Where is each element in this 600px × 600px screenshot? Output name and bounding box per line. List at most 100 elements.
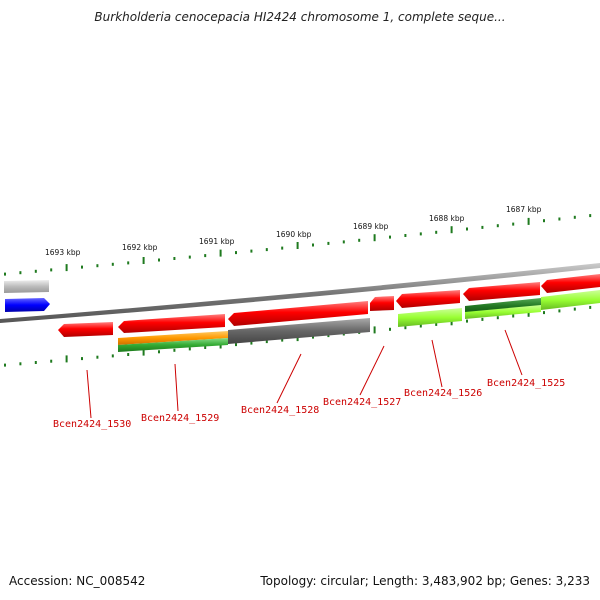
label-leader-lines: [86, 329, 523, 419]
inner-minor-tick: [419, 324, 422, 328]
outer-major-tick: [219, 249, 222, 257]
outer-major-tick: [142, 257, 145, 264]
scale-ticks-outer: [4, 214, 592, 276]
inner-minor-tick: [188, 347, 191, 351]
outer-minor-tick: [312, 243, 314, 247]
inner-minor-tick: [558, 309, 561, 313]
gene-label-bcen2424-1526[interactable]: Bcen2424_1526: [404, 388, 482, 399]
outer-minor-tick: [496, 224, 499, 228]
inner-minor-tick: [543, 311, 545, 315]
inner-minor-tick: [111, 354, 114, 358]
inner-major-tick: [373, 326, 376, 334]
inner-minor-tick: [158, 350, 160, 354]
feature-dark-green[interactable]: [465, 298, 541, 314]
outer-minor-tick: [466, 227, 468, 231]
gene-labels: Bcen2424_1530 Bcen2424_1529 Bcen2424_152…: [53, 378, 565, 430]
inner-minor-tick: [127, 353, 130, 356]
outer-minor-tick: [4, 272, 6, 276]
inner-minor-tick: [496, 316, 499, 320]
accession-text: Accession: NC_008542: [9, 574, 146, 588]
outer-minor-tick: [265, 248, 268, 252]
gene-label-bcen2424-1527[interactable]: Bcen2424_1527: [323, 397, 401, 408]
outer-minor-tick: [173, 257, 176, 260]
outer-minor-tick: [281, 246, 284, 250]
scale-label-1693: 1693 kbp: [45, 248, 81, 257]
inner-minor-tick: [250, 341, 253, 345]
scale-label-1692: 1692 kbp: [122, 243, 158, 252]
gene-arrow-upper-4[interactable]: [541, 274, 600, 293]
inner-minor-tick: [235, 343, 237, 347]
outer-minor-tick: [158, 258, 160, 262]
inner-minor-tick: [389, 327, 391, 331]
outer-minor-tick: [188, 255, 191, 259]
inner-minor-tick: [404, 326, 407, 330]
outer-minor-tick: [543, 219, 545, 223]
feature-blue[interactable]: [5, 298, 50, 312]
outer-minor-tick: [327, 241, 330, 245]
feature-lime-2[interactable]: [465, 305, 541, 319]
inner-major-tick: [142, 348, 145, 356]
outer-minor-tick: [589, 214, 592, 218]
inner-minor-tick: [512, 314, 515, 318]
scale-label-1691: 1691 kbp: [199, 237, 235, 246]
outer-minor-tick: [96, 264, 99, 268]
outer-minor-tick: [204, 254, 207, 258]
outer-major-tick: [296, 242, 299, 249]
outer-minor-tick: [127, 261, 130, 265]
feature-orange[interactable]: [118, 331, 228, 345]
outer-minor-tick: [558, 217, 561, 221]
outer-minor-tick: [250, 249, 253, 253]
inner-minor-tick: [327, 334, 330, 338]
gene-label-bcen2424-1528[interactable]: Bcen2424_1528: [241, 405, 319, 416]
inner-minor-tick: [19, 362, 22, 366]
gene-label-bcen2424-1530[interactable]: Bcen2424_1530: [53, 419, 131, 430]
outer-minor-tick: [111, 262, 114, 266]
feature-grey[interactable]: [228, 318, 370, 344]
gene-arrow-lower-1528[interactable]: [228, 301, 368, 326]
outer-minor-tick: [435, 230, 438, 234]
outer-minor-tick: [342, 240, 345, 244]
inner-minor-tick: [173, 348, 176, 352]
scale-label-1689: 1689 kbp: [353, 222, 389, 231]
outer-minor-tick: [81, 265, 83, 269]
inner-minor-tick: [96, 355, 99, 359]
outer-minor-tick: [358, 238, 361, 242]
feature-lime-3[interactable]: [541, 290, 600, 310]
inner-minor-tick: [481, 317, 484, 321]
feature-light-grey[interactable]: [4, 280, 49, 293]
inner-major-tick: [527, 309, 530, 317]
outer-minor-tick: [235, 251, 237, 255]
gene-arrow-upper-1[interactable]: [370, 296, 394, 311]
outer-minor-tick: [404, 234, 407, 237]
inner-minor-tick: [281, 338, 284, 342]
inner-minor-tick: [589, 305, 592, 309]
gene-arrow-upper-2[interactable]: [396, 290, 460, 308]
scale-ticks-inner: [4, 305, 592, 367]
scale-label-1690: 1690 kbp: [276, 230, 312, 239]
inner-minor-tick: [81, 357, 83, 361]
gene-arrow-upper-3[interactable]: [463, 282, 540, 301]
scale-labels: 1693 kbp 1692 kbp 1691 kbp 1690 kbp 1689…: [45, 205, 542, 257]
outer-minor-tick: [34, 269, 37, 273]
outer-minor-tick: [50, 268, 53, 272]
gene-arrow-lower-1530[interactable]: [58, 322, 113, 337]
feature-green[interactable]: [118, 338, 228, 352]
inner-minor-tick: [34, 361, 37, 364]
outer-major-tick: [450, 226, 453, 234]
outer-major-tick: [373, 234, 376, 242]
inner-major-tick: [65, 355, 68, 363]
gene-label-bcen2424-1525[interactable]: Bcen2424_1525: [487, 378, 565, 389]
gene-label-bcen2424-1529[interactable]: Bcen2424_1529: [141, 413, 219, 424]
outer-minor-tick: [481, 225, 484, 229]
feature-lime-1[interactable]: [398, 308, 462, 327]
outer-major-tick: [65, 264, 68, 272]
outer-minor-tick: [512, 222, 515, 226]
outer-minor-tick: [419, 232, 422, 236]
topology-text: Topology: circular; Length: 3,483,902 bp…: [260, 574, 590, 588]
outer-minor-tick: [389, 235, 391, 239]
inner-minor-tick: [466, 319, 468, 323]
outer-major-tick: [527, 217, 530, 225]
gene-arrow-lower-1529[interactable]: [118, 314, 225, 333]
inner-minor-tick: [4, 363, 6, 367]
